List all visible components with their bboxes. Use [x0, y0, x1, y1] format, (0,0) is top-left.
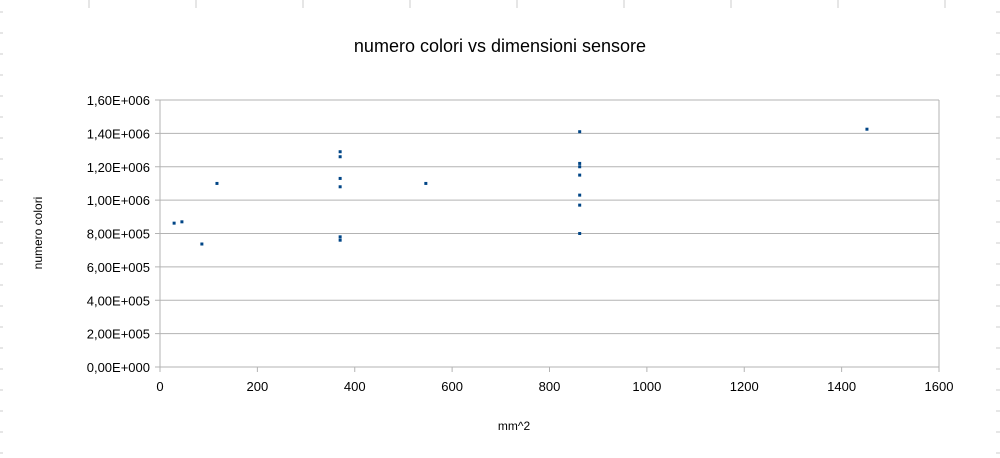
x-tick-label: 1600	[925, 379, 954, 394]
data-point	[578, 193, 582, 197]
y-tick-label: 1,60E+006	[87, 93, 150, 108]
x-axis-title: mm^2	[498, 419, 531, 433]
data-point	[578, 173, 582, 177]
data-point	[172, 221, 176, 225]
x-tick-label: 200	[247, 379, 269, 394]
y-tick-label: 2,00E+005	[87, 327, 150, 342]
y-tick-label: 1,20E+006	[87, 160, 150, 175]
data-point	[578, 130, 582, 134]
x-tick-label: 400	[344, 379, 366, 394]
data-point	[424, 181, 428, 185]
y-tick-label: 1,00E+006	[87, 193, 150, 208]
data-point	[180, 220, 184, 224]
data-point	[578, 165, 582, 169]
y-axis-title: numero colori	[31, 197, 45, 270]
data-point	[865, 127, 869, 131]
data-point	[338, 150, 342, 154]
y-axis-ticks: 0,00E+000 2,00E+005 4,00E+005 6,00E+005 8,00…	[87, 93, 150, 375]
data-point	[578, 232, 582, 235]
data-point	[338, 235, 342, 239]
data-points	[172, 127, 869, 246]
data-point	[215, 181, 219, 185]
y-tick-label: 1,40E+006	[87, 126, 150, 141]
chart-title: numero colori vs dimensioni sensore	[354, 36, 646, 56]
x-axis-ticks: 0 200 400 600 800 1000 1200 1400 1600	[156, 367, 953, 394]
x-tick-label: 1400	[827, 379, 856, 394]
y-tick-label: 0,00E+000	[87, 360, 150, 375]
data-point	[578, 203, 582, 207]
grid-lines	[155, 99, 940, 372]
data-point	[200, 242, 204, 246]
x-tick-label: 0	[156, 379, 163, 394]
x-tick-label: 1200	[730, 379, 759, 394]
data-point	[338, 185, 342, 189]
y-tick-label: 4,00E+005	[87, 293, 150, 308]
data-point	[338, 238, 342, 242]
data-point	[578, 161, 582, 165]
x-tick-label: 600	[441, 379, 463, 394]
y-tick-label: 8,00E+005	[87, 227, 150, 242]
x-tick-label: 1000	[632, 379, 661, 394]
data-point	[338, 155, 342, 159]
x-tick-label: 800	[539, 379, 561, 394]
y-tick-label: 6,00E+005	[87, 260, 150, 275]
data-point	[338, 176, 342, 180]
